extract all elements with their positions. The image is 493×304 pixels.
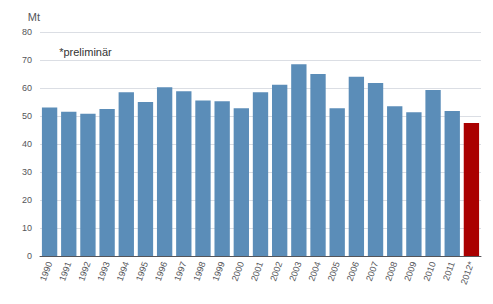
svg-text:10: 10 (22, 223, 32, 233)
svg-text:2010: 2010 (422, 260, 438, 282)
svg-text:1999: 1999 (211, 260, 227, 282)
svg-text:2005: 2005 (326, 260, 342, 282)
svg-text:1995: 1995 (134, 260, 150, 282)
svg-text:1996: 1996 (153, 260, 169, 282)
svg-text:Mt: Mt (28, 11, 40, 23)
svg-text:2009: 2009 (402, 260, 418, 282)
svg-text:2003: 2003 (287, 260, 303, 282)
svg-text:2008: 2008 (383, 260, 399, 282)
svg-text:2011: 2011 (441, 260, 457, 282)
svg-text:2001: 2001 (249, 260, 265, 282)
svg-text:60: 60 (22, 83, 32, 93)
svg-text:*preliminär: *preliminär (59, 46, 112, 58)
svg-text:30: 30 (22, 167, 32, 177)
svg-text:40: 40 (22, 139, 32, 149)
svg-text:1991: 1991 (57, 260, 73, 282)
svg-text:20: 20 (22, 195, 32, 205)
svg-text:1998: 1998 (191, 260, 207, 282)
svg-text:2012*: 2012* (459, 260, 477, 286)
svg-text:2007: 2007 (364, 260, 380, 282)
svg-text:0: 0 (27, 251, 32, 261)
svg-text:2004: 2004 (306, 260, 322, 282)
svg-text:2002: 2002 (268, 260, 284, 282)
svg-text:2000: 2000 (230, 260, 246, 282)
svg-text:1997: 1997 (172, 260, 188, 282)
svg-text:1990: 1990 (38, 260, 54, 282)
svg-text:70: 70 (22, 55, 32, 65)
svg-text:1992: 1992 (76, 260, 92, 282)
svg-text:1994: 1994 (115, 260, 131, 282)
svg-text:50: 50 (22, 111, 32, 121)
svg-text:2006: 2006 (345, 260, 361, 282)
svg-text:80: 80 (22, 27, 32, 37)
svg-text:1993: 1993 (96, 260, 112, 282)
